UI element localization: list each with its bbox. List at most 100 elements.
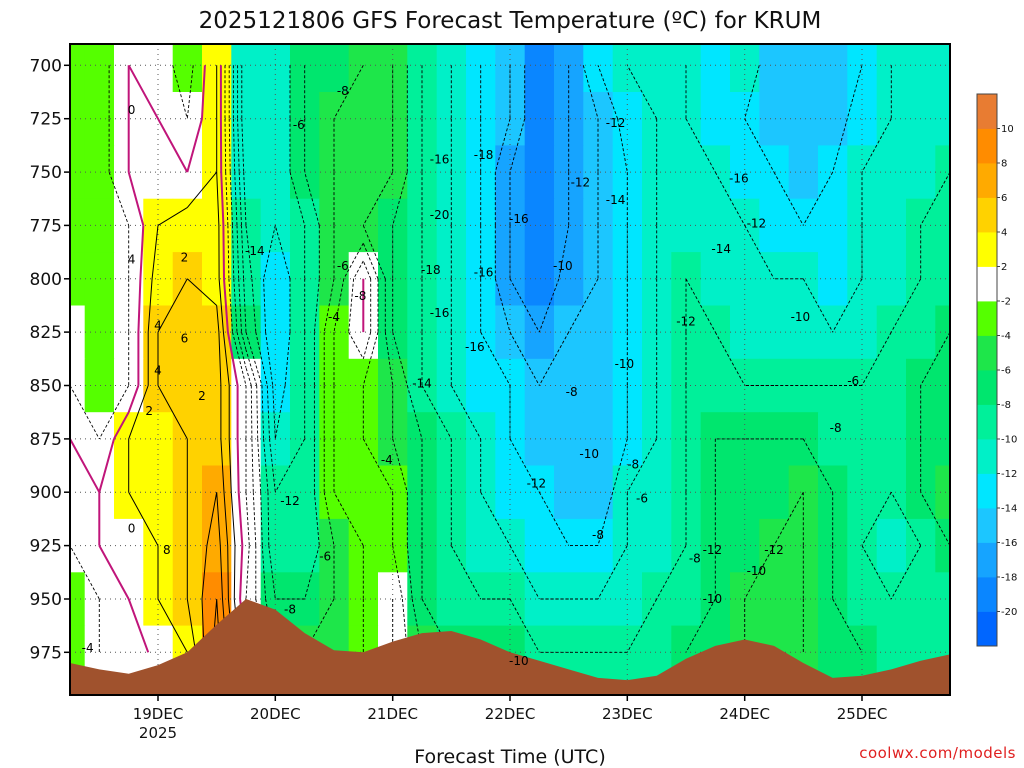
temperature-cell: [554, 572, 584, 627]
temperature-cell: [84, 305, 115, 360]
colorbar-swatch: [977, 611, 997, 647]
temperature-cell: [348, 92, 379, 146]
temperature-cell: [788, 305, 819, 360]
temperature-cell: [759, 572, 790, 627]
contour-label: 0: [128, 522, 136, 536]
temperature-cell: [84, 358, 115, 413]
contour-label: -10: [579, 447, 599, 461]
temperature-cell: [172, 92, 203, 146]
contour-label: -8: [284, 603, 296, 617]
x-axis-label: Forecast Time (UTC): [414, 746, 605, 768]
colorbar-swatch: [977, 266, 997, 302]
contour-label: -12: [571, 176, 591, 190]
contour-label: -16: [430, 306, 450, 320]
colorbar-swatch: [977, 232, 997, 267]
temperature-cell: [70, 252, 86, 307]
temperature-cell: [730, 44, 760, 93]
contour-label: -4: [381, 453, 393, 467]
colorbar-tick-label: 2: [1001, 262, 1007, 273]
temperature-cell: [70, 412, 86, 467]
temperature-cell: [876, 198, 907, 253]
colorbar-swatch: [977, 163, 997, 198]
contour-line: [212, 598, 221, 653]
temperature-cell: [788, 92, 819, 146]
contour-label: -8: [566, 385, 578, 399]
contour-label: 4: [154, 319, 162, 333]
temperature-cell: [818, 92, 848, 146]
temperature-cell: [876, 518, 907, 573]
temperature-cell: [231, 44, 262, 93]
colorbar-tick-label: 4: [1001, 228, 1007, 239]
temperature-cell: [818, 305, 848, 360]
contour-label: -10: [747, 564, 767, 578]
temperature-cell: [876, 145, 907, 200]
x-axis-year-label: 2025: [139, 724, 177, 742]
contour-label: -12: [527, 477, 547, 491]
temperature-cell: [202, 252, 232, 307]
contour-line: [509, 65, 570, 333]
temperature-cell: [847, 305, 878, 360]
temperature-cell: [759, 358, 790, 413]
temperature-cell: [143, 44, 174, 93]
temperature-cell: [70, 145, 86, 200]
colorbar-swatch: [977, 404, 997, 440]
y-tick-label: 975: [30, 643, 62, 663]
temperature-cell: [583, 412, 614, 467]
credit-link[interactable]: coolwx.com/models: [859, 744, 1016, 762]
colorbar-tick-label: 6: [1001, 193, 1007, 204]
contour-label: -8: [354, 289, 366, 303]
contour-label: -6: [293, 118, 305, 132]
temperature-cell: [172, 305, 203, 360]
contour-label: -12: [764, 543, 784, 557]
contour-label: 4: [128, 253, 136, 267]
y-tick-label: 925: [30, 537, 62, 557]
temperature-cell: [260, 44, 291, 93]
temperature-cell: [583, 358, 614, 413]
y-tick-label: 825: [30, 323, 62, 343]
colorbar-tick-label: -12: [1001, 469, 1017, 480]
y-tick-label: 950: [30, 590, 62, 610]
colorbar-swatch: [977, 301, 997, 336]
contour-label: 4: [154, 364, 162, 378]
temperature-cell: [348, 44, 379, 93]
contour-label: -14: [711, 242, 731, 256]
temperature-cell: [554, 465, 584, 520]
temperature-cell: [700, 44, 731, 93]
contour-label: -12: [747, 216, 767, 230]
temperature-cell: [935, 92, 950, 146]
colorbar-tick-label: -8: [1001, 400, 1011, 411]
contour-label: 0: [128, 103, 136, 117]
contour-line: [241, 65, 950, 653]
temperature-cell: [84, 198, 115, 253]
temperature-cell: [290, 572, 320, 627]
colorbar-tick-label: -14: [1001, 504, 1017, 515]
y-tick-label: 875: [30, 430, 62, 450]
contour-line: [157, 278, 234, 653]
contour-label: -14: [606, 193, 626, 207]
contour-label: 2: [145, 404, 153, 418]
colorbar-tick-label: -2: [1001, 297, 1011, 308]
y-tick-label: 750: [30, 163, 62, 183]
contour-label: -4: [328, 310, 340, 324]
contour-label: -6: [337, 259, 349, 273]
colorbar-tick-label: -18: [1001, 573, 1017, 584]
temperature-cell: [202, 412, 232, 467]
contour-label: -10: [553, 259, 573, 273]
temperature-cell: [84, 92, 115, 146]
contour-line: [237, 65, 950, 653]
temperature-cell: [583, 518, 614, 573]
x-tick-label: 20DEC: [250, 705, 301, 723]
temperature-cell: [70, 465, 86, 520]
temperature-cell: [290, 465, 320, 520]
temperature-cell: [935, 305, 950, 360]
terrain-surface: [70, 599, 950, 695]
temperature-cell: [847, 44, 878, 93]
colorbar-swatch: [977, 577, 997, 612]
temperature-cell: [935, 465, 950, 520]
temperature-cell: [876, 412, 907, 467]
y-tick-label: 850: [30, 377, 62, 397]
temperature-cell: [788, 198, 819, 253]
temperature-cell: [935, 145, 950, 200]
contour-label: -6: [319, 549, 331, 563]
temperature-cell: [642, 44, 672, 93]
